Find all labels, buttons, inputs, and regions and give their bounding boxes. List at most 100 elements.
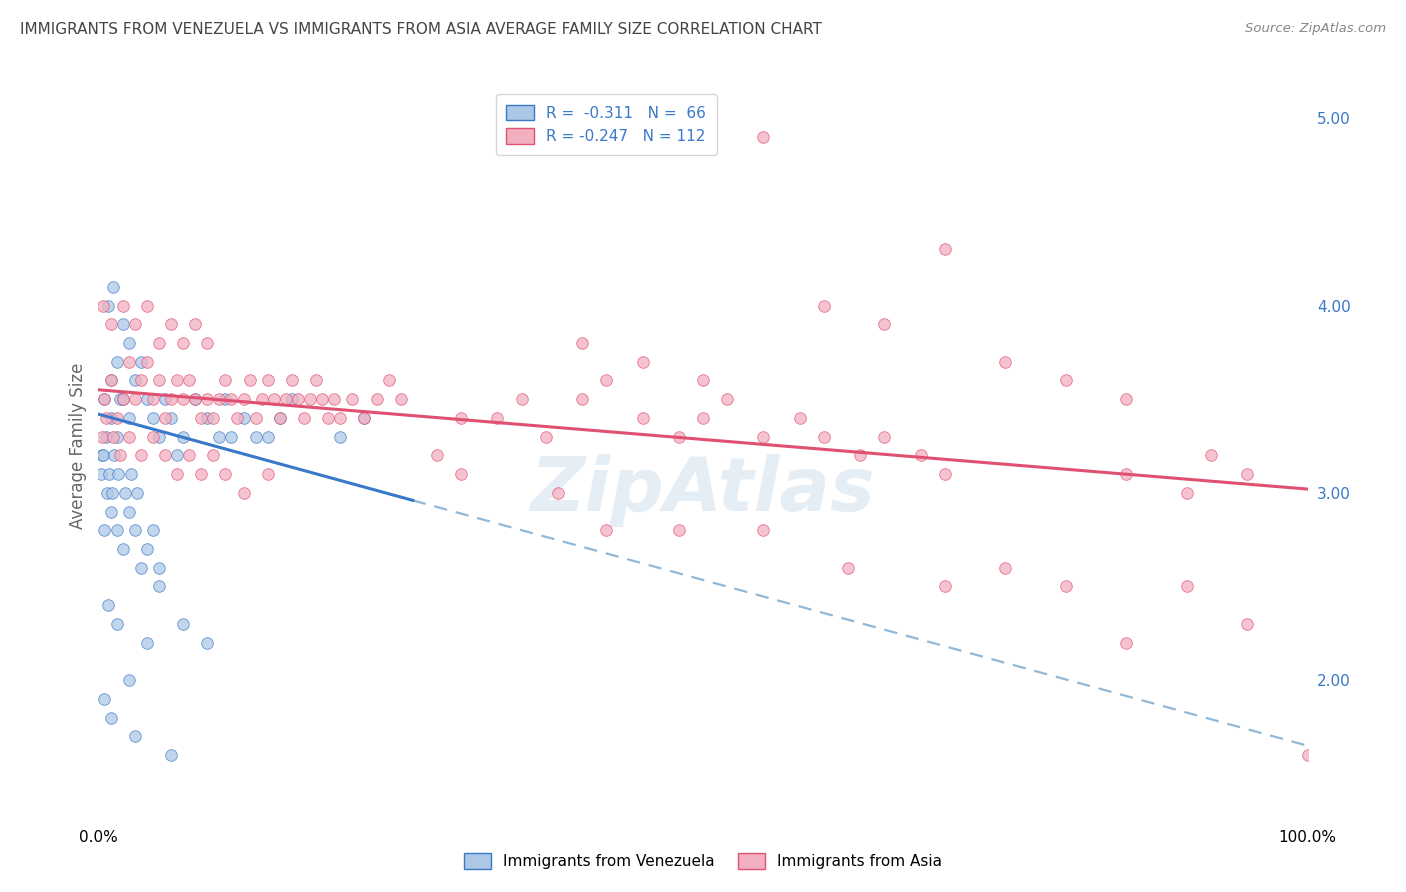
Point	[172, 617, 194, 632]
Point	[214, 374, 236, 388]
Point	[571, 392, 593, 407]
Text: IMMIGRANTS FROM VENEZUELA VS IMMIGRANTS FROM ASIA AVERAGE FAMILY SIZE CORRELATIO: IMMIGRANTS FROM VENEZUELA VS IMMIGRANTS …	[20, 22, 821, 37]
Point	[232, 485, 254, 500]
Point	[114, 485, 136, 500]
Point	[450, 467, 472, 482]
Point	[1115, 392, 1137, 407]
Point	[910, 449, 932, 463]
Point	[353, 411, 375, 425]
Point	[789, 411, 811, 425]
Point	[124, 523, 146, 537]
Point	[934, 467, 956, 482]
Point	[1175, 580, 1198, 594]
Point	[105, 617, 128, 632]
Point	[752, 130, 775, 145]
Point	[135, 354, 157, 368]
Point	[129, 354, 152, 368]
Point	[103, 449, 125, 463]
Point	[148, 336, 170, 351]
Point	[250, 392, 273, 407]
Point	[107, 467, 129, 482]
Point	[91, 298, 114, 313]
Point	[96, 485, 118, 500]
Point	[389, 392, 412, 407]
Point	[94, 411, 117, 425]
Point	[873, 317, 896, 331]
Point	[153, 449, 176, 463]
Point	[239, 374, 262, 388]
Legend: Immigrants from Venezuela, Immigrants from Asia: Immigrants from Venezuela, Immigrants fr…	[457, 847, 949, 875]
Point	[160, 317, 183, 331]
Point	[124, 730, 146, 744]
Point	[91, 430, 114, 444]
Point	[426, 449, 449, 463]
Point	[172, 336, 194, 351]
Point	[668, 430, 690, 444]
Point	[221, 392, 243, 407]
Point	[91, 449, 114, 463]
Point	[118, 673, 141, 688]
Point	[256, 467, 278, 482]
Point	[93, 392, 115, 407]
Point	[342, 392, 364, 407]
Point	[299, 392, 322, 407]
Point	[100, 710, 122, 724]
Point	[184, 392, 207, 407]
Point	[214, 467, 236, 482]
Point	[226, 411, 249, 425]
Point	[166, 374, 188, 388]
Point	[100, 317, 122, 331]
Point	[129, 374, 152, 388]
Point	[160, 411, 183, 425]
Point	[1115, 635, 1137, 649]
Point	[323, 392, 346, 407]
Legend: R =  -0.311   N =  66, R = -0.247   N = 112: R = -0.311 N = 66, R = -0.247 N = 112	[496, 94, 717, 155]
Point	[127, 485, 149, 500]
Point	[631, 354, 654, 368]
Point	[118, 505, 141, 519]
Point	[142, 523, 165, 537]
Point	[135, 541, 157, 557]
Point	[148, 561, 170, 575]
Point	[208, 392, 231, 407]
Point	[208, 430, 231, 444]
Point	[195, 336, 218, 351]
Point	[245, 430, 267, 444]
Point	[111, 317, 134, 331]
Point	[108, 392, 131, 407]
Point	[1115, 467, 1137, 482]
Text: ZipAtlas: ZipAtlas	[530, 454, 876, 527]
Point	[716, 392, 738, 407]
Point	[994, 561, 1017, 575]
Point	[160, 747, 183, 762]
Point	[934, 580, 956, 594]
Point	[148, 580, 170, 594]
Point	[91, 449, 114, 463]
Point	[124, 317, 146, 331]
Point	[97, 599, 120, 613]
Point	[129, 449, 152, 463]
Point	[190, 467, 212, 482]
Point	[135, 298, 157, 313]
Point	[124, 392, 146, 407]
Text: Source: ZipAtlas.com: Source: ZipAtlas.com	[1246, 22, 1386, 36]
Point	[256, 430, 278, 444]
Point	[111, 298, 134, 313]
Point	[316, 411, 339, 425]
Point	[118, 336, 141, 351]
Point	[153, 392, 176, 407]
Point	[305, 374, 328, 388]
Point	[135, 635, 157, 649]
Point	[100, 411, 122, 425]
Point	[100, 485, 122, 500]
Point	[1236, 617, 1258, 632]
Point	[263, 392, 285, 407]
Point	[184, 317, 207, 331]
Point	[124, 374, 146, 388]
Point	[148, 430, 170, 444]
Point	[837, 561, 859, 575]
Point	[202, 449, 225, 463]
Point	[111, 392, 134, 407]
Point	[595, 374, 617, 388]
Point	[93, 392, 115, 407]
